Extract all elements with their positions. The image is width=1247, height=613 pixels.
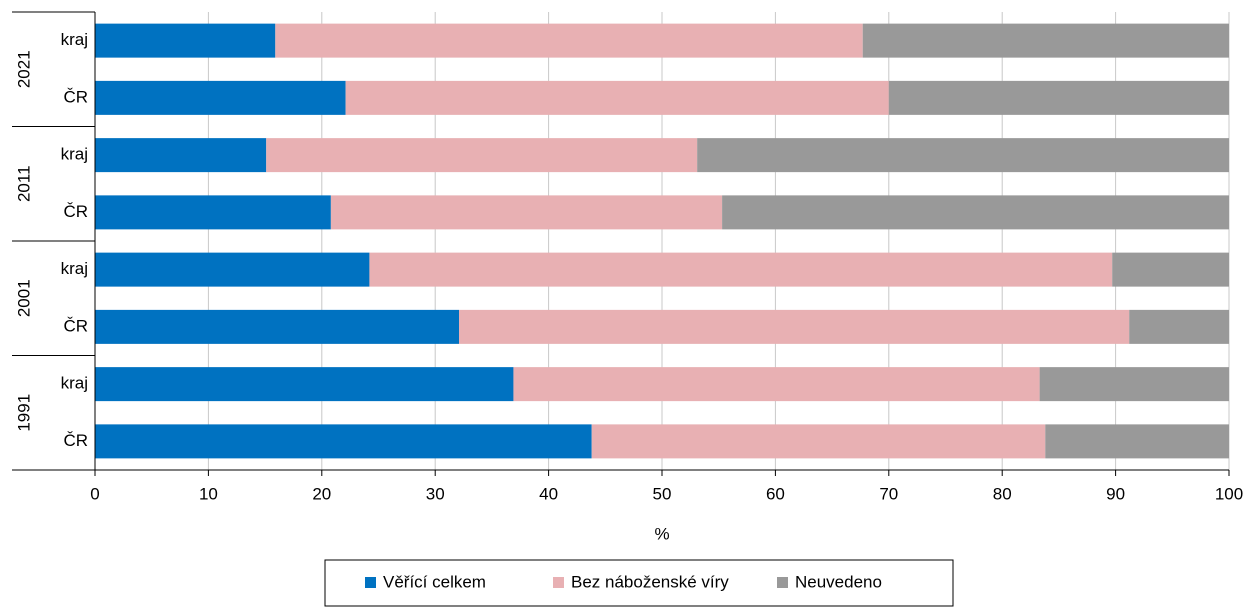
bar-segment (1039, 367, 1229, 402)
category-label: kraj (61, 374, 88, 393)
bar-segment (95, 367, 514, 402)
x-tick-label: 0 (90, 484, 99, 503)
x-axis-label: % (654, 524, 669, 543)
bar-segment (330, 195, 723, 230)
legend-box (324, 559, 954, 607)
category-label: ČR (63, 316, 88, 335)
bar-segment (369, 252, 1113, 287)
x-tick-label: 30 (426, 484, 445, 503)
group-label: 2021 (14, 50, 33, 88)
x-tick-label: 10 (199, 484, 218, 503)
category-label: ČR (63, 431, 88, 450)
x-tick-label: 60 (766, 484, 785, 503)
legend-swatch (777, 577, 788, 588)
group-label: 2001 (14, 279, 33, 317)
x-tick-label: 80 (993, 484, 1012, 503)
bar-segment (1112, 252, 1229, 287)
bar-segment (95, 252, 370, 287)
legend-swatch (365, 577, 376, 588)
bar-segment (513, 367, 1040, 402)
bar-segment (95, 80, 346, 115)
x-tick-label: 20 (312, 484, 331, 503)
x-tick-label: 50 (653, 484, 672, 503)
bar-segment (345, 80, 889, 115)
x-tick-label: 40 (539, 484, 558, 503)
legend-swatch (553, 577, 564, 588)
bar-segment (95, 309, 460, 344)
x-tick-label: 100 (1215, 484, 1243, 503)
bar-segment (95, 138, 267, 173)
legend-label: Neuvedeno (795, 572, 882, 591)
legend-label: Věřící celkem (383, 572, 486, 591)
bar-segment (862, 23, 1229, 58)
bar-segment (1045, 424, 1229, 459)
legend-label: Bez náboženské víry (571, 572, 729, 591)
bar-segment (888, 80, 1229, 115)
group-label: 1991 (14, 394, 33, 432)
category-label: ČR (63, 202, 88, 221)
category-label: kraj (61, 259, 88, 278)
bar-segment (722, 195, 1229, 230)
legend: Věřící celkem Bez náboženské víry Neuveden… (324, 559, 954, 607)
bar-segment (459, 309, 1130, 344)
bar-segment (95, 424, 592, 459)
bar-segment (275, 23, 863, 58)
bar-segment (95, 23, 276, 58)
bar-segment (591, 424, 1046, 459)
bar-segment (95, 195, 331, 230)
bar-segment (266, 138, 698, 173)
x-tick-label: 90 (1106, 484, 1125, 503)
category-label: ČR (63, 87, 88, 106)
group-label: 2011 (14, 165, 33, 202)
bar-segment (697, 138, 1229, 173)
category-label: kraj (61, 30, 88, 49)
bar-segment (1129, 309, 1229, 344)
category-label: kraj (61, 145, 88, 164)
x-tick-label: 70 (879, 484, 898, 503)
